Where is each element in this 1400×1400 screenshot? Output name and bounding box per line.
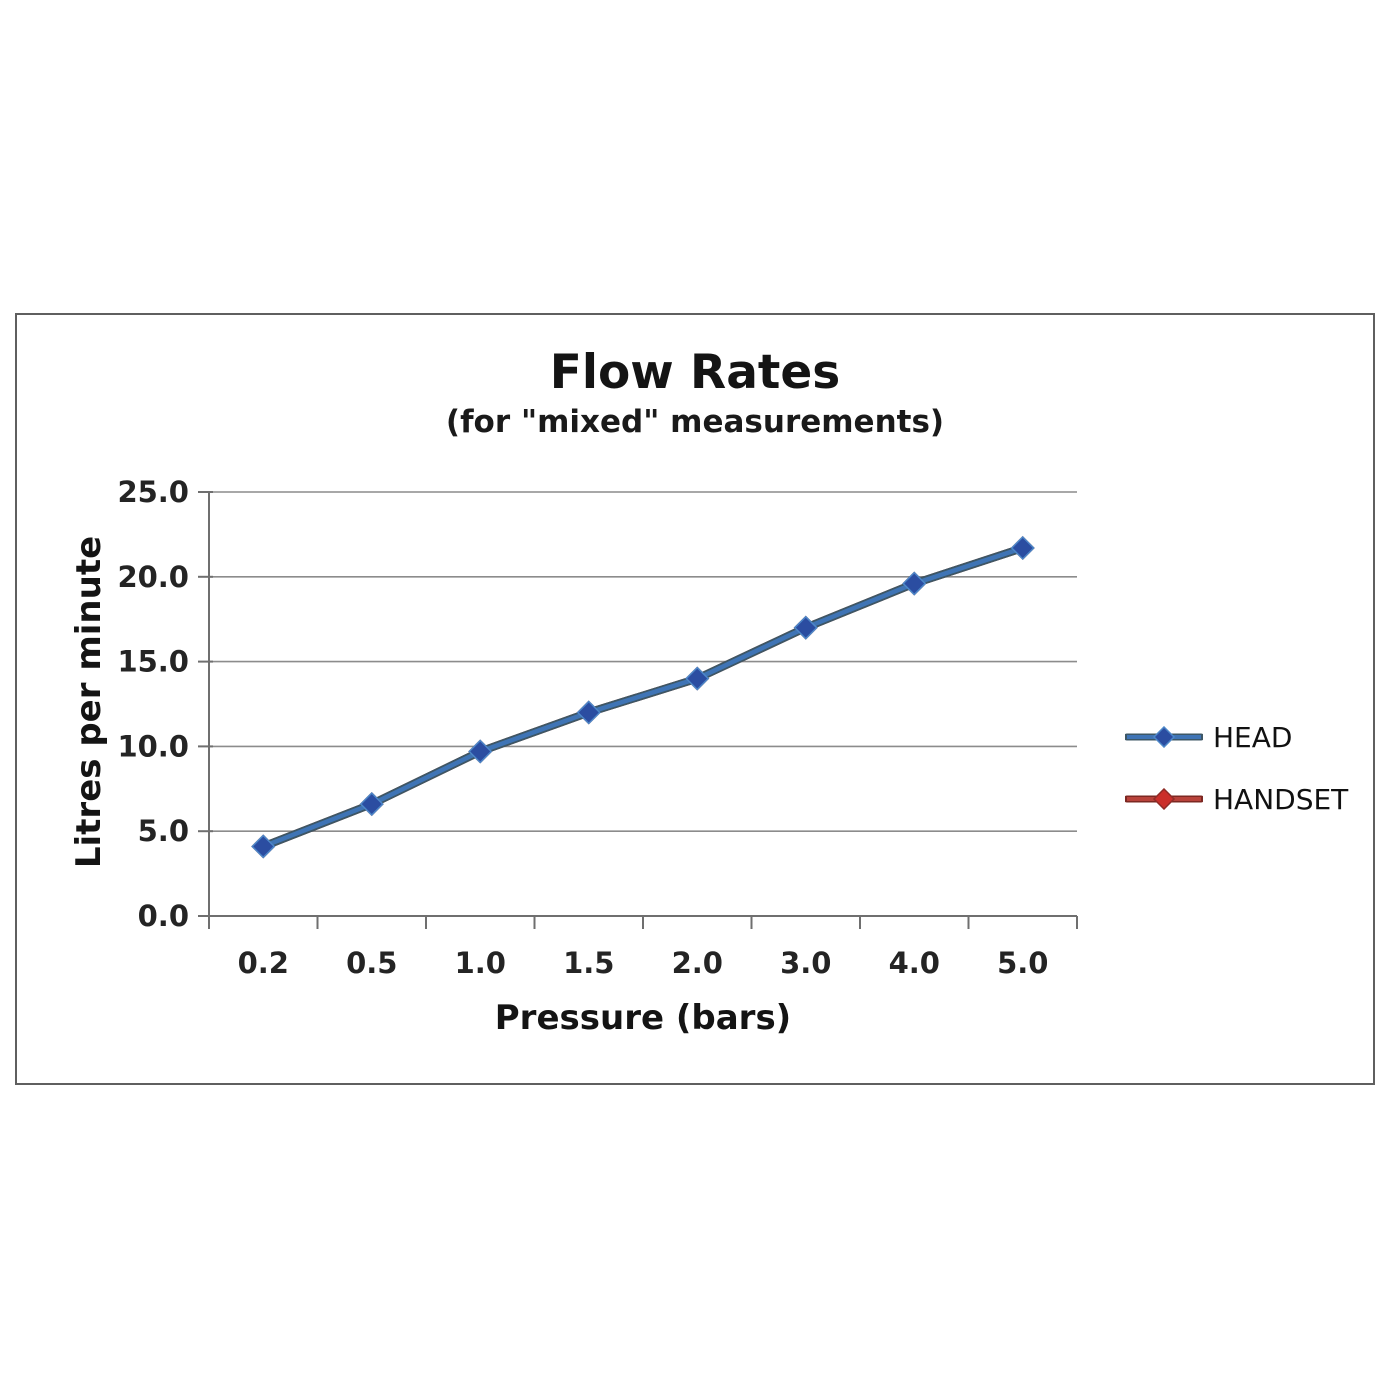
x-tick-label: 5.0 [997, 946, 1048, 980]
data-point-marker [902, 571, 927, 596]
legend-handset-label: HANDSET [1213, 782, 1349, 816]
data-point-marker [1010, 535, 1035, 561]
x-axis-title: Pressure (bars) [494, 998, 792, 1038]
data-point-marker [251, 834, 276, 859]
legend-marker-icon [1152, 726, 1176, 748]
x-tick-label: 3.0 [780, 946, 831, 980]
y-tick-label: 0.0 [138, 899, 189, 933]
legend: HEAD HANDSET [1125, 719, 1348, 843]
plot-area: 0.0 5.0 10.0 15.0 20.0 25.0 0.2 0.5 1.0 1.5 2.0 3.0… [117, 475, 1078, 980]
x-tick-label: 0.2 [238, 946, 289, 980]
y-tick-label: 15.0 [117, 645, 189, 679]
data-point-marker [359, 792, 384, 817]
data-point-marker [793, 615, 818, 640]
data-point-marker [685, 666, 710, 691]
chart-subtitle: (for "mixed" measurements) [445, 404, 945, 440]
data-point-marker [468, 739, 493, 764]
y-tick-label: 10.0 [117, 729, 189, 763]
y-tick-label: 5.0 [138, 814, 189, 848]
y-axis-title: Litres per minute [69, 535, 109, 869]
x-tick-label: 1.0 [455, 946, 506, 980]
legend-head-label: HEAD [1213, 720, 1293, 754]
x-tick-label: 4.0 [889, 946, 940, 980]
series-line-head [251, 535, 1035, 859]
chart-frame: Flow Rates (for "mixed" measurements) 0.… [15, 313, 1375, 1085]
legend-item-handset: HANDSET [1125, 781, 1348, 817]
y-tick-label: 20.0 [117, 560, 189, 594]
x-tick-label: 2.0 [672, 946, 723, 980]
y-tick-label: 25.0 [117, 475, 189, 509]
x-tick-label: 0.5 [346, 946, 397, 980]
series-stroke [261, 545, 1025, 849]
legend-head-line-sample-icon [1125, 726, 1203, 748]
legend-item-head: HEAD [1125, 719, 1348, 755]
legend-marker-icon [1152, 788, 1176, 810]
legend-handset-line-sample-icon [1125, 788, 1203, 810]
data-point-marker [576, 700, 601, 725]
chart-title: Flow Rates [549, 345, 841, 400]
x-tick-label: 1.5 [563, 946, 614, 980]
